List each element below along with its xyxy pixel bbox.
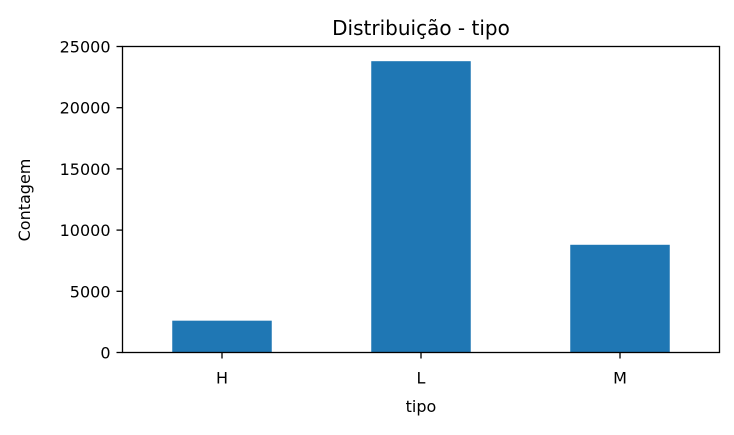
bars-layer <box>172 61 670 353</box>
plot-frame <box>121 45 721 354</box>
y-axis-label: Contagem <box>15 159 34 242</box>
x-axis-label: tipo <box>406 397 437 416</box>
y-tick-label: 20000 <box>60 99 111 118</box>
y-tick-label: 25000 <box>60 38 111 57</box>
bar-m <box>570 244 670 353</box>
y-tick-label: 0 <box>100 344 110 363</box>
x-tick-label: M <box>613 369 627 388</box>
bar-l <box>371 61 471 353</box>
chart-title: Distribuição - tipo <box>332 16 510 40</box>
bar-h <box>172 320 272 353</box>
y-tick-label: 10000 <box>60 221 111 240</box>
y-tick-label: 15000 <box>60 160 111 179</box>
x-tick-label: L <box>417 369 426 388</box>
y-axis: 0 5000 10000 15000 20000 25000 <box>60 38 123 363</box>
y-tick-label: 5000 <box>70 282 111 301</box>
x-tick-label: H <box>216 369 228 388</box>
